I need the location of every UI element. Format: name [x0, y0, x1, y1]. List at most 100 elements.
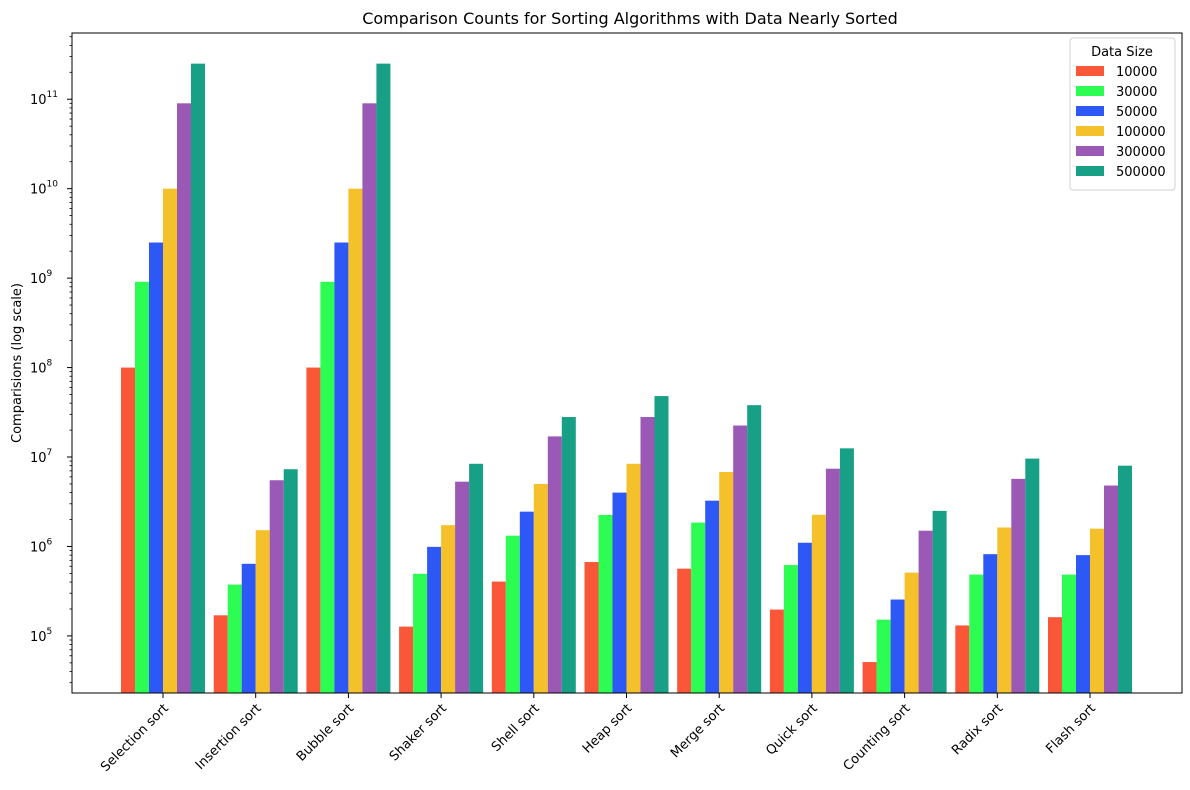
y-tick-label: 107 — [30, 448, 52, 466]
chart-title: Comparison Counts for Sorting Algorithms… — [362, 9, 898, 28]
bar — [213, 615, 228, 693]
y-tick-label: 1010 — [30, 180, 58, 198]
bar — [163, 188, 177, 694]
bars-layer — [121, 63, 1132, 694]
bar — [797, 542, 812, 693]
bar — [640, 417, 655, 693]
bar — [612, 492, 627, 693]
x-tick-label: Radix sort — [949, 701, 1006, 758]
x-tick-label: Quick sort — [763, 701, 820, 758]
legend-label: 50000 — [1116, 105, 1157, 120]
x-tick-label: Insertion sort — [193, 701, 265, 773]
bar — [519, 511, 534, 693]
legend-label: 100000 — [1116, 125, 1166, 140]
bar — [584, 562, 599, 693]
x-tick-label: Counting sort — [841, 701, 914, 774]
bar — [283, 469, 298, 693]
y-tick-label: 1011 — [30, 90, 58, 108]
bar — [918, 530, 933, 693]
bar — [983, 554, 998, 693]
x-tick-label: Selection sort — [98, 701, 172, 775]
bar — [1076, 555, 1090, 693]
bar — [955, 625, 970, 693]
x-tick-label: Shaker sort — [387, 701, 450, 764]
bar — [376, 63, 391, 693]
bar — [149, 242, 163, 693]
legend-swatch — [1076, 146, 1104, 156]
bar — [491, 581, 506, 693]
x-tick-label: Shell sort — [489, 701, 543, 755]
bar — [320, 281, 335, 693]
bar — [904, 572, 919, 693]
bar — [811, 514, 826, 693]
x-tick-label: Merge sort — [668, 701, 728, 761]
bar — [1011, 478, 1026, 693]
bar — [533, 483, 548, 693]
legend-swatch — [1076, 66, 1104, 76]
x-tick-label: Heap sort — [580, 701, 635, 756]
bar — [348, 188, 363, 694]
bar — [413, 573, 428, 693]
bar — [747, 405, 762, 693]
bar — [1025, 458, 1040, 693]
bar — [1048, 617, 1062, 693]
bar — [1118, 465, 1132, 693]
bar — [839, 448, 854, 693]
bar — [626, 463, 641, 693]
y-tick-label: 105 — [30, 627, 52, 645]
legend-label: 300000 — [1116, 145, 1166, 160]
bar — [441, 525, 456, 693]
y-axis: 105 106 107 108 109 1010 1011 — [30, 36, 72, 684]
bar — [561, 417, 576, 693]
bar — [399, 626, 414, 693]
legend-items: 10000 30000 50000 100000 300000 500000 — [1076, 65, 1166, 180]
bar — [1090, 528, 1104, 693]
bar — [654, 396, 669, 693]
legend-swatch — [1076, 86, 1104, 96]
plot-frame — [71, 32, 1183, 694]
bar — [121, 367, 135, 693]
bar — [733, 425, 748, 693]
bar — [598, 514, 613, 693]
legend-title: Data Size — [1091, 45, 1153, 60]
y-axis-label: Comparisions (log scale) — [10, 283, 25, 443]
bar — [547, 436, 562, 693]
bar — [227, 584, 242, 693]
bar — [427, 546, 442, 693]
bar — [691, 522, 706, 693]
legend-swatch — [1076, 166, 1104, 176]
y-tick-label: 109 — [30, 269, 53, 287]
y-tick-label: 108 — [30, 359, 53, 377]
legend-label: 10000 — [1116, 65, 1157, 80]
bar — [969, 574, 984, 693]
bar — [269, 480, 284, 693]
bar — [306, 367, 321, 693]
bar — [769, 609, 784, 693]
bar — [997, 527, 1012, 693]
bar — [1062, 574, 1076, 693]
x-tick-label: Bubble sort — [294, 701, 357, 764]
legend-swatch — [1076, 106, 1104, 116]
bar — [505, 535, 520, 693]
x-tick-label: Flash sort — [1043, 701, 1098, 756]
bar — [932, 510, 947, 693]
bar — [191, 63, 205, 693]
bar — [705, 500, 720, 693]
bar — [469, 463, 484, 693]
y-tick-label: 106 — [30, 537, 53, 555]
bar — [241, 563, 256, 693]
legend-label: 500000 — [1116, 165, 1166, 180]
bar — [1104, 485, 1118, 693]
bar — [783, 565, 798, 693]
x-axis: Selection sort Insertion sort Bubble sort S… — [98, 693, 1099, 775]
bar — [255, 530, 270, 693]
bar — [334, 242, 349, 693]
bar — [135, 281, 149, 693]
legend: Data Size 10000 30000 50000 100000 300000 500… — [1069, 37, 1176, 191]
bar — [825, 468, 840, 693]
bar — [876, 619, 891, 693]
bar — [455, 481, 470, 693]
bar — [862, 662, 877, 693]
